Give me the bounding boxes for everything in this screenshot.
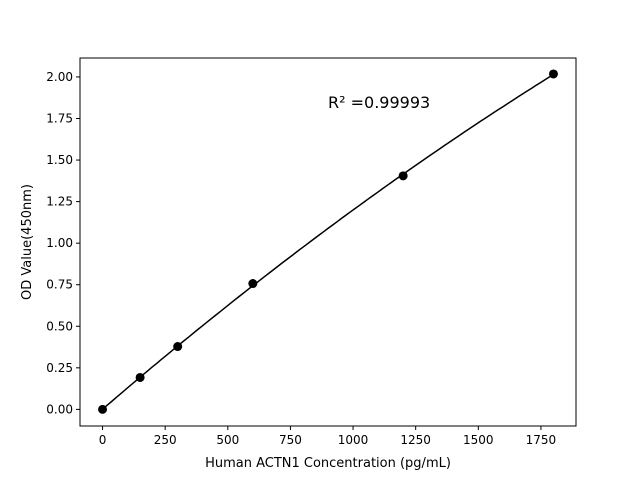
y-tick-label: 0.75 (46, 278, 73, 292)
y-tick-label: 1.75 (46, 112, 73, 126)
data-point (398, 171, 408, 181)
data-point (135, 372, 145, 382)
y-tick-label: 1.25 (46, 195, 73, 209)
data-point (98, 404, 108, 414)
y-axis-ticks: 0.00 0.25 0.50 0.75 1.00 1.25 1.50 1.75 2.00 (46, 70, 80, 416)
x-tick-label: 1000 (338, 433, 369, 447)
data-point (248, 279, 258, 289)
data-points-layer (98, 69, 558, 414)
x-tick-label: 500 (216, 433, 239, 447)
x-tick-label: 1500 (463, 433, 494, 447)
fit-curve (102, 73, 554, 410)
fit-curve-layer (102, 73, 554, 410)
y-tick-label: 0.50 (46, 319, 73, 333)
r-squared-annotation: R² =0.99993 (328, 93, 430, 112)
y-axis-label: OD Value(450nm) (20, 184, 35, 300)
x-tick-label: 250 (154, 433, 177, 447)
y-tick-label: 2.00 (46, 70, 73, 84)
x-tick-label: 1250 (400, 433, 431, 447)
x-tick-label: 0 (99, 433, 107, 447)
y-tick-label: 1.50 (46, 153, 73, 167)
x-axis-ticks: 0 250 500 750 1000 1250 1500 1750 (99, 426, 556, 447)
y-tick-label: 0.00 (46, 402, 73, 416)
x-axis-label: Human ACTN1 Concentration (pg/mL) (205, 456, 451, 471)
y-tick-label: 1.00 (46, 236, 73, 250)
y-tick-label: 0.25 (46, 361, 73, 375)
x-tick-label: 1750 (526, 433, 557, 447)
data-point (173, 342, 183, 352)
plot-frame (79, 57, 577, 427)
x-tick-label: 750 (279, 433, 302, 447)
data-point (548, 69, 558, 79)
